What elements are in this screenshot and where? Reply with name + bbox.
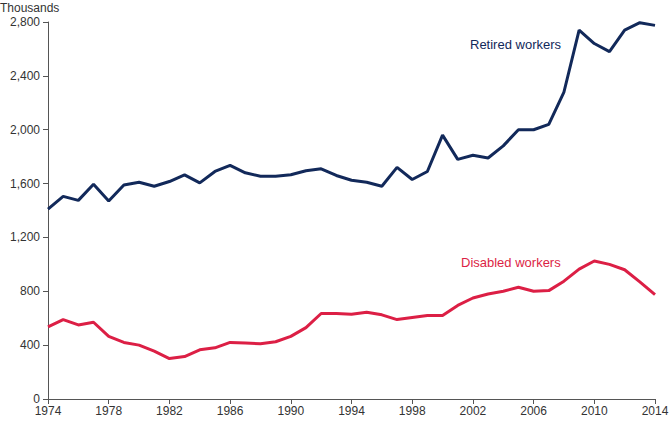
svg-text:2,000: 2,000 — [10, 123, 40, 137]
svg-text:2014: 2014 — [642, 404, 669, 418]
svg-text:2010: 2010 — [581, 404, 608, 418]
svg-text:1,200: 1,200 — [10, 230, 40, 244]
svg-text:1,600: 1,600 — [10, 177, 40, 191]
svg-text:2006: 2006 — [520, 404, 547, 418]
svg-text:1994: 1994 — [338, 404, 365, 418]
svg-text:2002: 2002 — [460, 404, 487, 418]
svg-text:1982: 1982 — [156, 404, 183, 418]
svg-text:800: 800 — [20, 284, 40, 298]
svg-text:1974: 1974 — [35, 404, 62, 418]
svg-text:Disabled workers: Disabled workers — [461, 255, 561, 270]
svg-text:400: 400 — [20, 338, 40, 352]
svg-text:Thousands: Thousands — [0, 1, 59, 15]
svg-text:2,400: 2,400 — [10, 69, 40, 83]
svg-text:2,800: 2,800 — [10, 15, 40, 29]
svg-text:1990: 1990 — [277, 404, 304, 418]
svg-text:1978: 1978 — [95, 404, 122, 418]
svg-text:1986: 1986 — [217, 404, 244, 418]
svg-text:1998: 1998 — [399, 404, 426, 418]
svg-text:Retired workers: Retired workers — [470, 37, 562, 52]
svg-text:0: 0 — [33, 392, 40, 406]
